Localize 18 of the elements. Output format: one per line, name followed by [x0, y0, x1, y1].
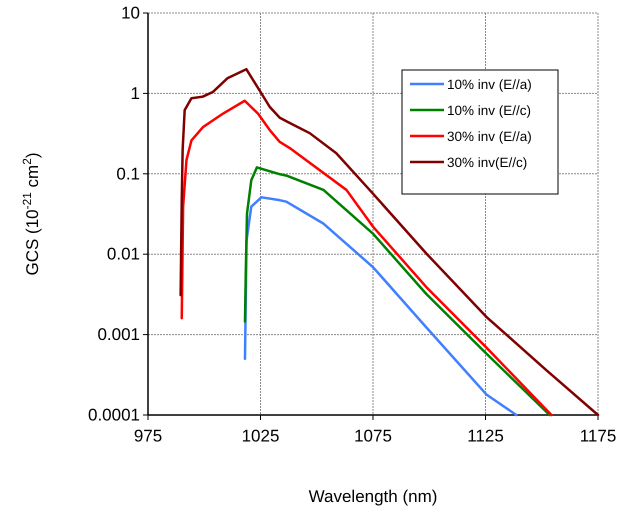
x-axis-title: Wavelength (nm) [308, 487, 438, 506]
x-tick-label: 975 [134, 426, 162, 446]
y-tick-label: 0.001 [97, 325, 140, 344]
y-tick-label: 10 [121, 3, 140, 22]
x-tick-label: 1125 [467, 426, 504, 446]
x-tick-label: 1175 [580, 426, 616, 446]
legend-label: 30% inv(E//c) [447, 155, 528, 170]
line-series [180, 100, 553, 416]
x-tick-label: 1025 [242, 426, 280, 446]
line-series [179, 68, 600, 416]
legend-label: 10% inv (E//a) [447, 77, 532, 92]
x-tick-label: 1075 [354, 426, 392, 446]
y-tick-label: 0.01 [106, 244, 140, 264]
y-tick-label: 0.0001 [88, 405, 140, 424]
legend-label: 30% inv (E//a) [447, 129, 532, 144]
legend-label: 10% inv (E//c) [447, 103, 532, 118]
y-tick-label: 1 [130, 84, 140, 103]
y-tick-label: 0.1 [116, 164, 140, 184]
